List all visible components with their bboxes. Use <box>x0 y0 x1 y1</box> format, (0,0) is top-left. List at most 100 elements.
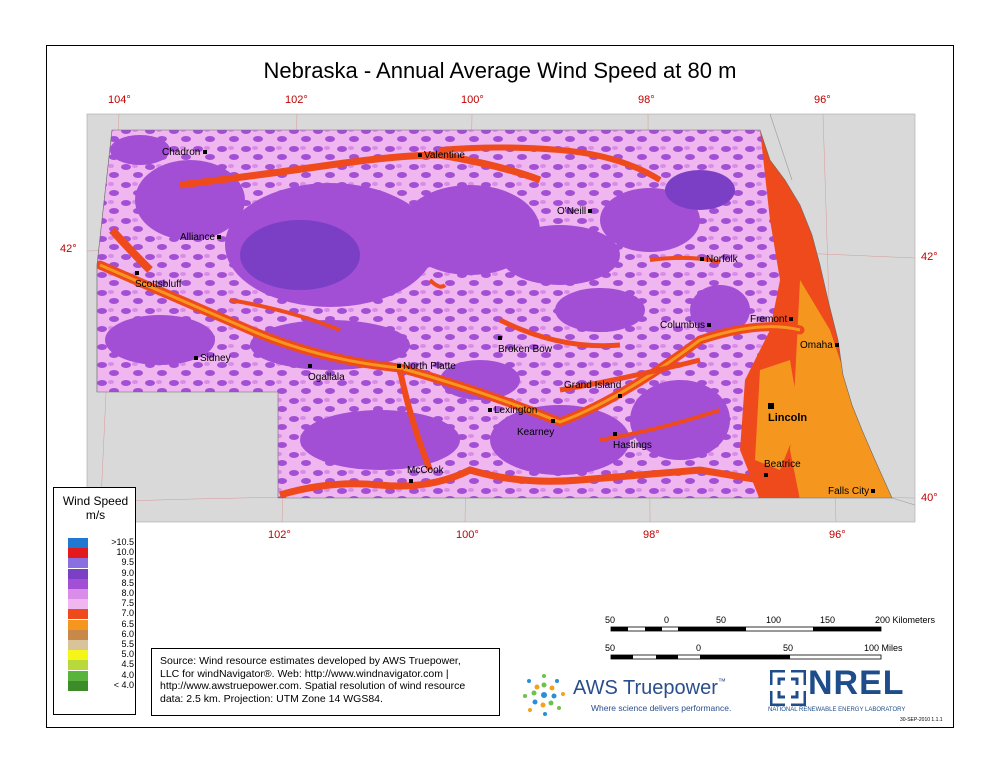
city-label: Broken Bow <box>498 333 552 355</box>
legend-title: Wind Speed m/s <box>62 494 129 522</box>
longitude-label: 96° <box>829 529 846 541</box>
source-line: data: 2.5 km. Projection: UTM Zone 14 WG… <box>160 692 383 705</box>
legend-swatch <box>68 578 88 589</box>
legend: Wind Speed m/s >10.5 10.0 9.5 9.0 8.5 8.0 7.5 7.… <box>53 487 136 715</box>
scale-mi-label: 50 <box>605 643 616 653</box>
scale-bar-miles <box>610 654 882 660</box>
city-label: Ogallala <box>308 361 345 383</box>
aws-tagline: Where science delivers performance. <box>591 703 732 713</box>
source-line: LLC for windNavigator®. Web: http://www.… <box>160 667 449 680</box>
nrel-logo: NREL NATIONAL RENEWABLE ENERGY LABORATOR… <box>768 664 944 718</box>
legend-swatch <box>68 680 88 691</box>
city-label-capital: Lincoln <box>768 400 807 424</box>
legend-label: 4.0 <box>121 669 134 680</box>
city-label: Alliance <box>180 232 223 243</box>
legend-label: 9.0 <box>121 567 134 578</box>
scale-km-label: 150 <box>820 615 836 625</box>
city-label: Falls City <box>828 486 877 497</box>
state-border-line <box>769 113 793 181</box>
scale-km-label: 50 <box>605 615 616 625</box>
legend-label: 5.0 <box>121 649 134 660</box>
city-label: Grand Island <box>564 380 624 402</box>
legend-swatch <box>68 599 88 610</box>
legend-label: >10.5 <box>111 537 134 547</box>
longitude-label: 100° <box>456 529 479 541</box>
scale-mi-label: 0 <box>696 643 702 653</box>
legend-label: 5.5 <box>121 639 134 649</box>
legend-swatch <box>68 629 88 640</box>
longitude-label: 102° <box>285 94 308 106</box>
scale-km-label: 200 Kilometers <box>875 615 936 625</box>
city-marker <box>194 356 198 361</box>
longitude-label: 100° <box>461 94 484 106</box>
legend-swatch <box>68 670 88 681</box>
city-marker <box>588 209 593 214</box>
city-label: Lexington <box>488 405 537 416</box>
legend-label: 6.5 <box>121 618 134 629</box>
legend-swatch <box>68 650 88 661</box>
city-marker <box>397 364 401 369</box>
city-marker <box>409 479 413 484</box>
scale-km-label: 100 <box>766 615 782 625</box>
city-marker <box>789 317 794 322</box>
legend-swatch <box>68 660 88 671</box>
city-label: Kearney <box>517 416 557 438</box>
city-marker <box>871 489 876 494</box>
longitude-label: 98° <box>643 529 660 541</box>
legend-swatch <box>68 558 88 569</box>
legend-label: 9.5 <box>121 557 134 568</box>
city-marker <box>707 323 712 328</box>
nrel-wordmark: NREL <box>808 664 905 702</box>
latitude-label: 42° <box>921 251 938 263</box>
legend-swatch <box>68 589 88 599</box>
city-label: Columbus <box>660 320 713 331</box>
scale-km-label: 0 <box>664 615 670 625</box>
longitude-label: 102° <box>268 529 291 541</box>
legend-label: 6.0 <box>121 628 134 639</box>
legend-swatch <box>68 640 88 650</box>
city-marker <box>488 408 492 413</box>
city-marker <box>613 432 617 437</box>
source-line: Source: Wind resource estimates develope… <box>160 655 461 667</box>
legend-swatch <box>68 609 88 620</box>
nrel-subtitle: NATIONAL RENEWABLE ENERGY LABORATORY <box>768 707 906 713</box>
legend-swatch <box>68 568 88 579</box>
city-marker <box>764 473 768 478</box>
legend-label: 7.0 <box>121 608 134 619</box>
city-label: Valentine <box>418 150 465 161</box>
legend-label: 10.0 <box>116 547 134 558</box>
city-label: Sidney <box>194 353 231 364</box>
nebraska-outline <box>96 129 893 499</box>
city-label: North Platte <box>397 361 456 372</box>
city-label: Scottsbluff <box>135 268 182 290</box>
city-marker <box>217 235 222 240</box>
legend-label: 8.5 <box>121 577 134 588</box>
legend-label: 8.0 <box>121 588 134 598</box>
city-label: Chadron <box>162 147 209 158</box>
aws-truepower-logo: AWS Truepower™ Where science delivers pe… <box>519 672 759 718</box>
city-label: Hastings <box>613 429 652 451</box>
latitude-label: 40° <box>921 492 938 504</box>
city-marker <box>203 150 208 155</box>
legend-swatch <box>68 538 88 548</box>
city-marker <box>498 336 502 341</box>
legend-label: 4.5 <box>121 659 134 670</box>
scale-mi-label: 100 Miles <box>864 643 903 653</box>
date-stamp: 30-SEP-2010 1.1.1 <box>900 717 943 723</box>
city-label: Fremont <box>750 314 795 325</box>
legend-swatch <box>68 619 88 630</box>
state-border-line <box>891 497 916 506</box>
aws-burst-icon <box>523 674 565 716</box>
city-label: McCook <box>407 465 444 487</box>
city-marker <box>418 153 422 158</box>
city-marker <box>135 271 139 276</box>
source-note: Source: Wind resource estimates develope… <box>151 648 500 716</box>
city-label: O'Neill <box>557 206 594 217</box>
longitude-label: 98° <box>638 94 655 106</box>
nrel-emblem-icon <box>770 670 806 706</box>
city-marker <box>768 403 774 410</box>
legend-label: 7.5 <box>121 598 134 609</box>
longitude-label: 96° <box>814 94 831 106</box>
legend-swatch <box>68 548 88 559</box>
